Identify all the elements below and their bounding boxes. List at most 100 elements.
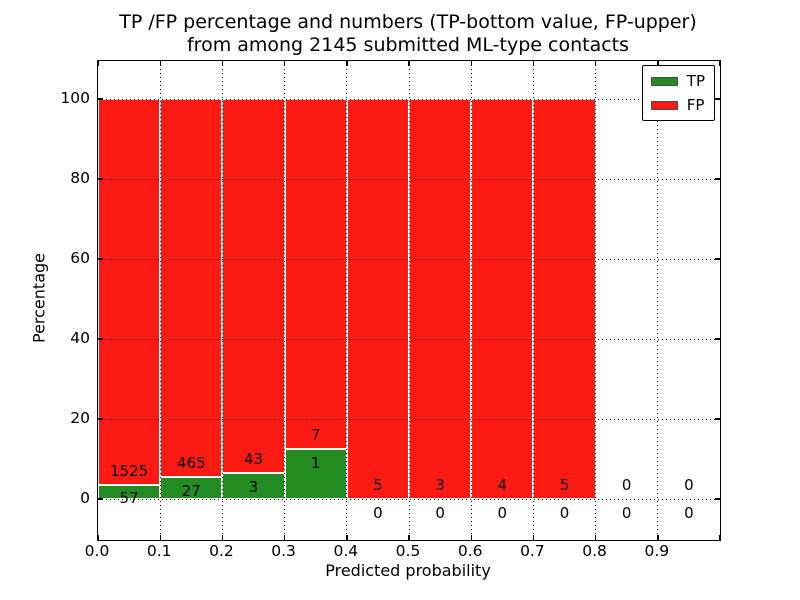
tick-mark-left: [98, 418, 103, 420]
bar-fp-segment: [346, 99, 409, 499]
fp-count-label: 5: [373, 476, 383, 495]
bar-fp-segment: [98, 99, 161, 485]
legend-label: TP: [686, 72, 705, 90]
gridline-vertical: [284, 61, 286, 540]
tick-mark-right: [715, 178, 720, 180]
chart-title-line1: TP /FP percentage and numbers (TP-bottom…: [119, 11, 697, 33]
gridline-horizontal: [98, 98, 720, 100]
x-axis-label: Predicted probability: [325, 561, 491, 580]
fp-count-label: 1525: [110, 461, 149, 480]
tick-mark-bottom: [408, 535, 410, 540]
tick-mark-bottom: [719, 535, 721, 540]
tick-mark-bottom: [221, 535, 224, 540]
legend-swatch-fp-icon: [650, 100, 678, 110]
gridline-vertical: [470, 61, 472, 540]
legend-label: FP: [686, 96, 705, 114]
tick-mark-bottom: [657, 535, 659, 540]
bar-fp-segment: [284, 99, 347, 449]
bar-tp-segment: [98, 484, 161, 499]
tick-mark-left: [98, 178, 103, 180]
bar-tp-segment: [222, 472, 285, 499]
tp-count-label: 0: [497, 503, 508, 522]
tick-mark-left: [98, 98, 103, 100]
gridline-vertical: [657, 61, 659, 540]
legend-swatch-tp-icon: [650, 76, 678, 86]
tick-mark-bottom: [283, 535, 286, 540]
tick-mark-top: [221, 61, 224, 66]
tick-mark-top: [97, 61, 99, 66]
x-tick-label: 0.4: [333, 542, 359, 560]
x-tick-label: 0.8: [582, 542, 607, 560]
gridline-horizontal: [98, 258, 720, 260]
tp-count-label: 0: [621, 503, 632, 522]
tick-mark-left: [98, 338, 103, 340]
tick-mark-top: [532, 61, 535, 66]
fp-count-label: 7: [310, 426, 321, 445]
x-tick-label: 0.0: [84, 542, 110, 560]
tick-mark-right: [715, 498, 720, 500]
tp-count-label: 0: [684, 503, 694, 522]
tp-count-label: 27: [181, 481, 201, 500]
chart-title-line2: from among 2145 submitted ML-type contac…: [186, 34, 630, 56]
tick-mark-left: [98, 498, 103, 500]
tick-mark-bottom: [159, 535, 161, 540]
tick-mark-bottom: [346, 535, 348, 540]
gridline-horizontal: [98, 338, 720, 340]
tick-mark-top: [346, 61, 348, 66]
fp-count-label: 43: [243, 450, 264, 469]
gridline-horizontal: [98, 178, 720, 180]
tp-count-label: 1: [310, 453, 321, 472]
fp-count-label: 0: [621, 476, 632, 495]
y-tick-label: 0: [80, 488, 90, 507]
tick-mark-top: [159, 61, 161, 66]
gridline-vertical: [595, 61, 597, 540]
x-tick-label: 0.2: [209, 542, 234, 560]
tick-mark-bottom: [97, 535, 99, 540]
tick-mark-right: [715, 258, 720, 260]
fp-count-label: 4: [497, 476, 508, 495]
gridline-vertical: [159, 61, 161, 540]
y-tick-label: 80: [70, 168, 90, 187]
gridline-horizontal: [98, 498, 720, 500]
tick-mark-top: [283, 61, 286, 66]
bar-fp-segment: [533, 99, 596, 499]
fp-count-label: 0: [684, 476, 694, 495]
tp-count-label: 0: [435, 503, 445, 522]
bar-fp-segment: [222, 99, 285, 473]
plot-area: TP FP 1525 57 465 27 43 3 7 1 5 0 3 0 4 0 5 0 0 0 0 0: [97, 60, 721, 541]
legend-item: FP: [650, 96, 705, 114]
x-tick-label: 0.9: [644, 542, 670, 560]
gridline-vertical: [346, 61, 348, 540]
x-tick-label: 0.7: [520, 542, 545, 560]
tick-mark-right: [715, 338, 720, 340]
tick-mark-top: [470, 61, 472, 66]
tick-mark-right: [715, 418, 720, 420]
bar-fp-segment: [471, 99, 534, 499]
x-tick-label: 0.6: [457, 542, 483, 560]
y-tick-label: 60: [70, 248, 90, 267]
x-tick-label: 0.1: [146, 542, 172, 560]
tp-count-label: 57: [119, 489, 139, 508]
fp-count-label: 5: [559, 476, 570, 495]
tick-mark-top: [408, 61, 410, 66]
fp-count-label: 3: [435, 476, 445, 495]
legend-item: TP: [650, 72, 705, 90]
y-tick-label: 100: [60, 88, 90, 107]
y-tick-label: 40: [70, 328, 90, 347]
tick-mark-left: [98, 258, 103, 260]
gridline-horizontal: [98, 418, 720, 420]
chart-title: TP /FP percentage and numbers (TP-bottom…: [97, 11, 719, 57]
tick-mark-bottom: [532, 535, 535, 540]
tick-mark-right: [715, 98, 720, 100]
tick-mark-bottom: [470, 535, 472, 540]
tp-count-label: 0: [373, 503, 383, 522]
tp-count-label: 3: [248, 477, 259, 496]
gridline-vertical: [221, 61, 223, 540]
legend: TP FP: [641, 65, 715, 121]
x-tick-label: 0.5: [395, 542, 421, 560]
tick-mark-top: [719, 61, 721, 66]
bar-tp-segment: [284, 449, 347, 499]
tick-mark-top: [657, 61, 659, 66]
bar-fp-segment: [160, 99, 223, 477]
